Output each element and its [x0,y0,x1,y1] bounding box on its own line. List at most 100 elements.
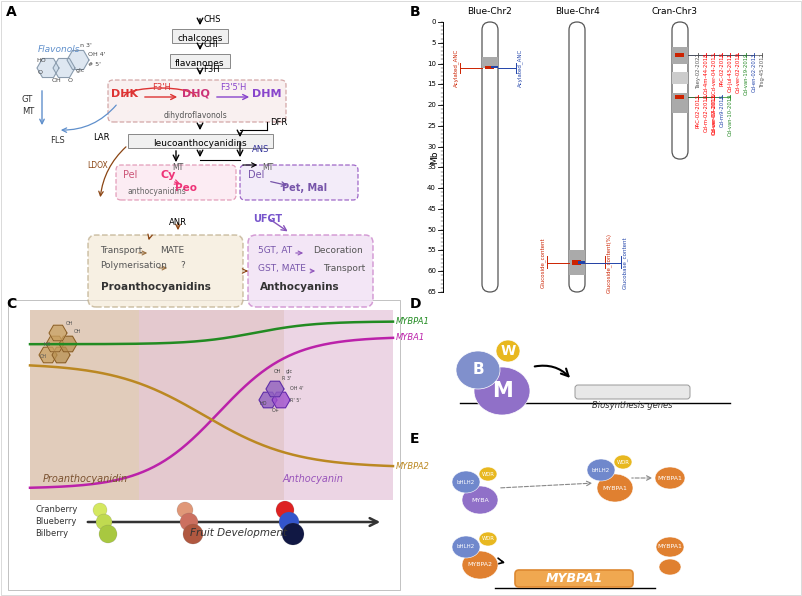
Bar [482,57,498,68]
Text: 25: 25 [427,123,436,129]
Text: Cy: Cy [160,170,176,180]
Text: 60: 60 [427,268,436,274]
Text: CHS: CHS [203,15,221,24]
Ellipse shape [614,455,632,469]
Text: ?: ? [180,261,184,270]
Text: Glucoside_content(%): Glucoside_content(%) [606,233,612,293]
Text: E: E [410,432,419,446]
Bar [578,261,585,264]
Text: DFR: DFR [270,118,287,127]
Bar [675,53,684,57]
Text: Cd-ver-04-2018Cd-ver-04-2013: Cd-ver-04-2018Cd-ver-04-2013 [711,52,716,134]
Circle shape [96,514,112,530]
Text: HO: HO [43,342,51,347]
Polygon shape [59,336,77,352]
Text: ANS: ANS [252,145,269,154]
Ellipse shape [479,532,497,546]
Text: Cd-4m-44-2018: Cd-4m-44-2018 [703,52,708,94]
Ellipse shape [479,467,497,481]
Text: 45: 45 [427,206,436,212]
Polygon shape [49,325,67,341]
Text: LDOX: LDOX [87,161,108,170]
Text: chalcones: chalcones [177,34,223,43]
Text: UFGT: UFGT [253,214,282,224]
Text: B: B [410,5,420,19]
Polygon shape [53,58,75,77]
Text: # 5': # 5' [88,62,101,67]
Text: A: A [6,5,17,19]
Text: Anthocyanins: Anthocyanins [260,282,340,292]
Text: R' 5': R' 5' [290,398,301,403]
Ellipse shape [462,551,498,579]
Bar [485,66,494,69]
Text: 15: 15 [427,81,436,87]
Text: LAR: LAR [94,133,110,142]
Text: C: C [6,297,16,311]
Text: O+: O+ [272,408,280,413]
Text: bHLH2: bHLH2 [457,480,475,485]
Text: WDR: WDR [481,471,495,476]
Polygon shape [266,381,284,397]
Text: W: W [500,344,516,358]
Circle shape [276,501,294,519]
Text: 35: 35 [427,164,436,170]
FancyBboxPatch shape [482,22,498,292]
Text: M: M [492,381,512,401]
Text: OH: OH [74,329,82,334]
Text: ANR: ANR [169,218,187,227]
Text: 55: 55 [427,247,436,253]
FancyBboxPatch shape [515,570,633,587]
FancyBboxPatch shape [248,235,373,307]
Polygon shape [272,392,290,408]
Bar [30,310,284,500]
Bar [139,310,393,500]
Circle shape [99,525,117,543]
Circle shape [279,512,299,532]
Text: Cd-van-10-2019: Cd-van-10-2019 [727,94,732,136]
Polygon shape [37,58,59,77]
Text: OH: OH [66,321,74,326]
Text: WDR: WDR [617,460,630,464]
Circle shape [180,513,198,531]
Text: MYBPA1: MYBPA1 [658,476,683,480]
Polygon shape [259,392,277,408]
Text: Proanthocyanidin: Proanthocyanidin [43,474,128,484]
Text: D: D [410,297,422,311]
Text: Taey-02-2021: Taey-02-2021 [695,52,700,88]
Text: Pel: Pel [123,170,137,180]
Text: Cd-ver-02-2019: Cd-ver-02-2019 [735,52,740,93]
Text: MYBPA1: MYBPA1 [658,545,683,550]
Text: 50: 50 [427,226,436,232]
Text: Flavonols: Flavonols [38,45,80,54]
Circle shape [282,523,304,545]
FancyBboxPatch shape [575,385,690,399]
Bar [30,310,393,500]
Text: MT: MT [172,163,183,172]
Text: Blueberry: Blueberry [35,517,76,526]
Bar [569,250,585,275]
Text: Cd-Jul-43-2011: Cd-Jul-43-2011 [727,52,732,92]
Text: dihydroflavonols: dihydroflavonols [164,111,228,120]
Text: Glucoside_content: Glucoside_content [541,238,546,288]
Ellipse shape [656,537,684,557]
Text: Acylated_ANC: Acylated_ANC [453,48,459,87]
Text: B: B [472,362,484,377]
Text: MYBA: MYBA [471,498,489,502]
Text: OH: OH [274,369,282,374]
Text: HO: HO [36,58,46,63]
Polygon shape [39,347,57,363]
Text: CHI: CHI [203,40,218,49]
Text: Transport: Transport [323,264,365,273]
Text: glc: glc [76,68,85,73]
Text: F3'H: F3'H [152,83,172,92]
Text: Glucobase_content: Glucobase_content [622,237,628,289]
Text: 30: 30 [427,144,436,150]
Ellipse shape [655,467,685,489]
Text: Anthocyanin: Anthocyanin [282,474,343,484]
FancyBboxPatch shape [170,54,230,68]
FancyBboxPatch shape [128,134,273,148]
Text: Blue-Chr2: Blue-Chr2 [468,7,512,16]
Text: Biosynthesis genes: Biosynthesis genes [592,402,672,411]
Text: WDR: WDR [481,536,495,542]
Text: 0: 0 [431,19,436,25]
